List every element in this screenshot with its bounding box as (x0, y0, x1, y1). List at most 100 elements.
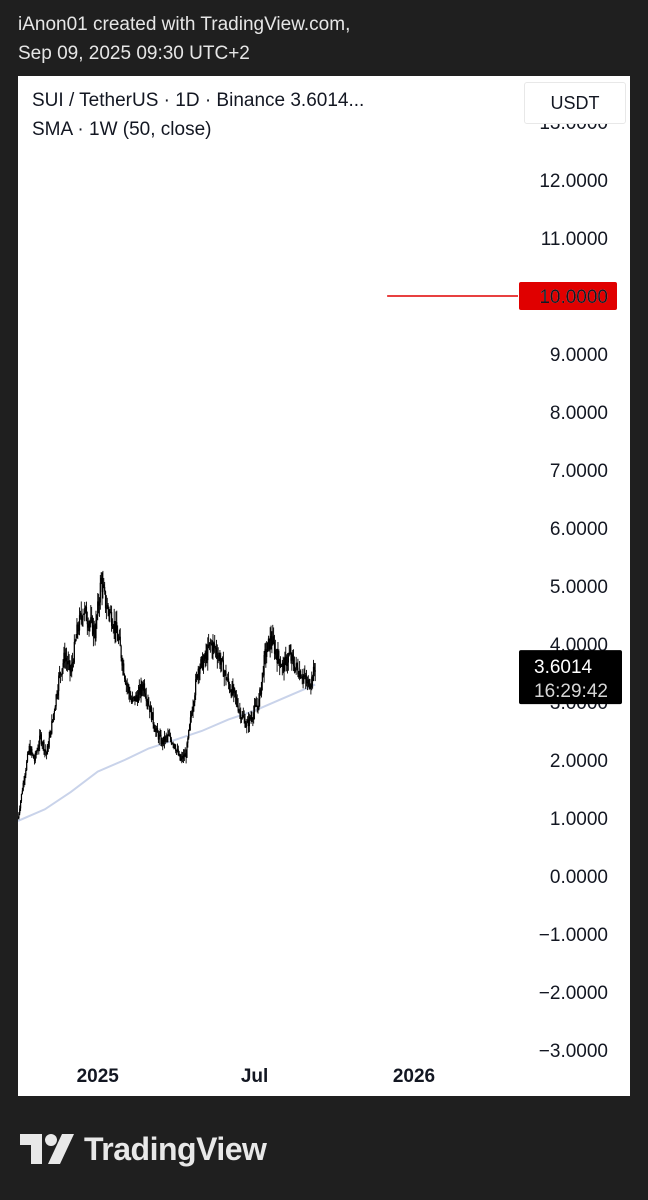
candle-body (159, 734, 161, 736)
x-axis-ticks: 2025 Jul 2026 (77, 1066, 436, 1087)
candle-body (61, 668, 63, 675)
y-tick-label: 8.0000 (550, 403, 608, 424)
candle-body (95, 619, 97, 639)
candle-body (307, 679, 309, 682)
candle-body (303, 676, 305, 677)
candle-body (58, 672, 61, 676)
candle-body (115, 622, 117, 634)
candle-body (238, 710, 240, 712)
chart-author-text: iAnon01 created with TradingView.com, (18, 14, 351, 35)
candle-body (66, 661, 68, 665)
candle-body (169, 735, 172, 740)
candle-body (267, 638, 270, 643)
candle-body (257, 705, 259, 709)
candle-body (37, 749, 39, 751)
y-tick-label: 1.0000 (550, 809, 608, 830)
candle-body (69, 660, 71, 672)
candle-body (242, 715, 244, 717)
candle-body (145, 696, 147, 701)
candle-body (255, 705, 257, 707)
candle-body (249, 716, 251, 720)
y-tick-label: 0.0000 (550, 867, 608, 888)
candle-body (184, 753, 186, 757)
y-tick-label: 5.0000 (550, 577, 608, 598)
candle-body (239, 710, 241, 712)
candle-body (73, 642, 75, 663)
candle-body (172, 743, 174, 745)
candle-body (278, 651, 280, 660)
candle-body (312, 676, 314, 682)
candle-body (19, 801, 22, 809)
candle-body (128, 686, 130, 693)
candle-body (70, 671, 72, 673)
candle-body (57, 691, 59, 696)
candle-body (80, 613, 82, 618)
candle-body (54, 706, 56, 711)
y-tick-label: 2.0000 (550, 751, 608, 772)
candle-body (78, 615, 81, 631)
candle-body (216, 653, 218, 659)
price-chart[interactable]: 10.0000 13.000012.000011.000010.00009.00… (18, 76, 630, 1096)
candle-body (112, 627, 114, 629)
candle-body (200, 659, 202, 668)
candle-body (261, 672, 263, 682)
candle-body (156, 728, 158, 731)
candle-body (312, 666, 315, 682)
candle-body (189, 717, 192, 725)
candle-body (271, 640, 273, 645)
candle-body (270, 636, 272, 641)
candle-body (49, 731, 51, 738)
currency-button[interactable]: USDT (524, 82, 626, 124)
indicator-legend[interactable]: SMA · 1W (50, close) (32, 119, 212, 140)
last-price-tag (519, 650, 622, 705)
candle-body (213, 643, 215, 645)
candle-body (295, 663, 297, 668)
candle-body (304, 675, 306, 677)
candle-body (284, 656, 286, 672)
candle-body (234, 688, 236, 691)
candle-body (188, 730, 190, 739)
candle-body (97, 601, 99, 616)
candle-body (181, 755, 183, 759)
candle-body (259, 689, 261, 699)
candle-body (146, 700, 148, 702)
candle-body (58, 675, 60, 692)
candle-body (199, 667, 201, 674)
candle-body (104, 586, 106, 592)
candle-body (56, 694, 58, 696)
candle-body (178, 754, 180, 756)
candle-body (220, 662, 222, 665)
candle-body (252, 719, 254, 720)
candle-body (264, 649, 266, 656)
symbol-legend[interactable]: SUI / TetherUS · 1D · Binance 3.6014... (32, 90, 365, 111)
candle-body (129, 692, 131, 699)
candle-body (76, 624, 78, 638)
candle-body (196, 675, 198, 679)
candle-body (221, 658, 223, 663)
candle-body (182, 754, 185, 759)
candle-body (214, 644, 216, 649)
candle-body (179, 754, 181, 761)
candle-body (212, 643, 214, 652)
candle-body (245, 726, 247, 727)
candle-body (299, 671, 301, 678)
candle-body (241, 715, 244, 719)
candle-body (55, 694, 57, 707)
candle-body (86, 620, 88, 625)
candle-body (45, 752, 48, 755)
candle-body (35, 752, 37, 754)
y-tick-label: 12.0000 (539, 171, 608, 192)
candle-body (26, 761, 28, 771)
chart-panel[interactable]: 10.0000 13.000012.000011.000010.00009.00… (18, 76, 630, 1096)
candle-body (208, 644, 210, 647)
candle-body (119, 636, 121, 647)
candle-body (68, 660, 70, 662)
candle-body (133, 696, 135, 698)
candle-body (258, 698, 260, 709)
candle-body (194, 695, 196, 703)
candle-body (214, 647, 217, 649)
candle-body (111, 625, 114, 628)
candle-body (20, 793, 23, 802)
target-price-label: 10.0000 (539, 287, 608, 308)
candle-body (65, 658, 67, 662)
